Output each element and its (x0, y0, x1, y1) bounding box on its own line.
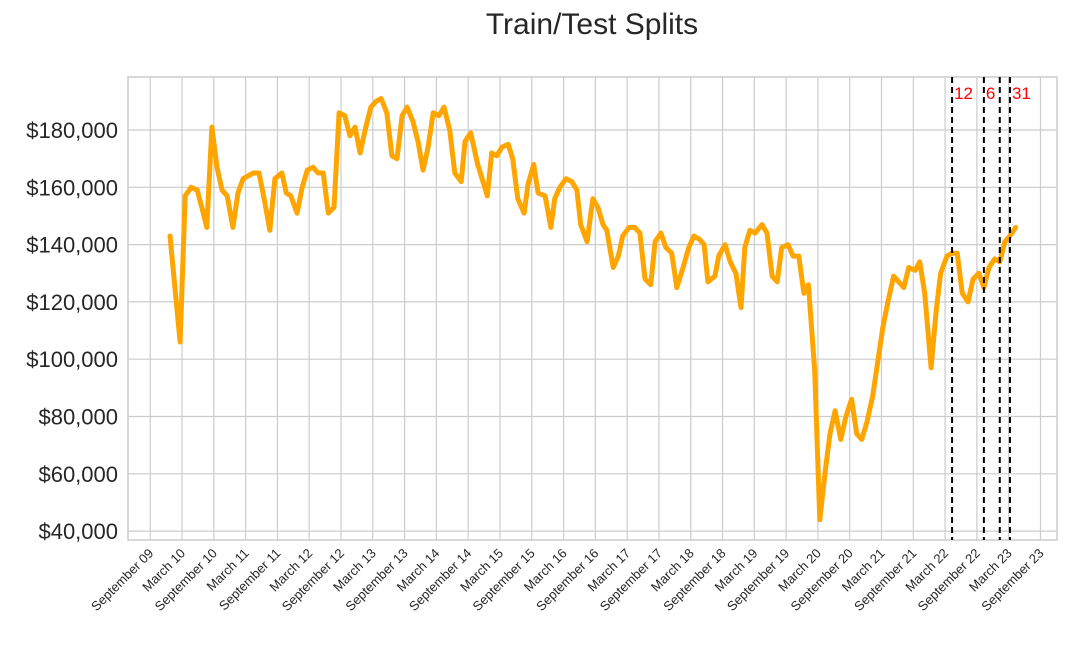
series-layer (167, 96, 1019, 523)
y-axis: $40,000 $60,000 $80,000 $100,000 $120,000 $14… (26, 118, 118, 544)
y-tick-label: $120,000 (26, 290, 118, 315)
y-tick-label: $80,000 (38, 405, 118, 430)
chart-title: Train/Test Splits (486, 8, 698, 41)
split-label: 31 (1012, 84, 1031, 103)
y-tick-label: $100,000 (26, 347, 118, 372)
y-tick-label: $60,000 (38, 462, 118, 487)
split-lines: 12 6 31 (951, 77, 1031, 540)
gridlines (128, 77, 1057, 540)
plot-area (127, 76, 1058, 541)
series-line-price (167, 96, 1019, 523)
split-label: 6 (986, 84, 995, 103)
y-tick-label: $140,000 (26, 233, 118, 258)
y-tick-label: $160,000 (26, 175, 118, 200)
y-tick-label: $40,000 (38, 519, 118, 544)
split-label: 12 (954, 84, 973, 103)
y-tick-label: $180,000 (26, 118, 118, 143)
